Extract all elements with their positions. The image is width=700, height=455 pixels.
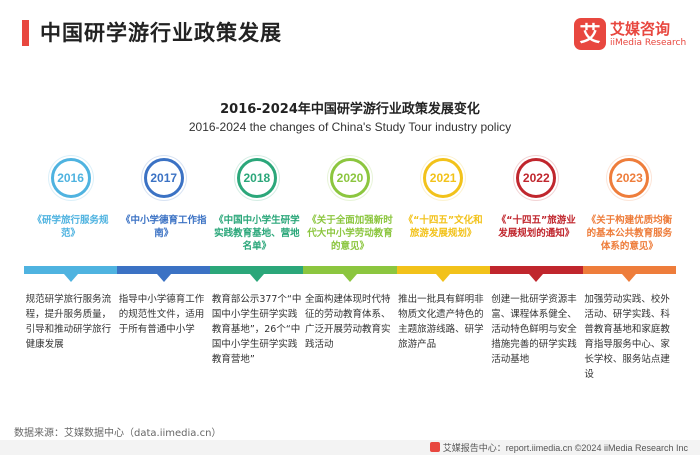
policy-name: 《“十四五”文化和旅游发展规划》 [403, 215, 483, 239]
year-circle: 2023 [607, 156, 652, 200]
year-circle: 2021 [421, 156, 466, 200]
year-label: 2023 [609, 158, 650, 198]
policy-description: 加强劳动实践、校外活动、研学实践、科普教育基地和家庭教育指导服务中心、家长学校、… [584, 294, 670, 380]
logo-name-en: iiMedia Research [610, 38, 687, 48]
timeline-pointer [249, 274, 264, 282]
timeline-segment [489, 266, 584, 274]
policy-description: 全面构建体现时代特征的劳动教育体系、广泛开展劳动教育实践活动 [305, 294, 391, 350]
year-circle: 2022 [514, 156, 559, 200]
policy-name: 《中小学德育工作指南》 [120, 215, 207, 239]
timeline-pointer [63, 274, 78, 282]
subtitle-en: 2016-2024 the changes of China's Study T… [188, 120, 512, 134]
timeline-segment [303, 266, 398, 274]
brand-logo: 艾 艾媒咨询 iiMedia Research [574, 18, 694, 54]
subtitle-cn: 2016-2024年中国研学游行业政策发展变化 [220, 102, 480, 117]
year-label: 2018 [236, 158, 277, 198]
policy-description: 推出一批具有鲜明非物质文化遗产特色的主题旅游线路、研学旅游产品 [398, 294, 484, 350]
logo-name-cn: 艾媒咨询 [610, 20, 671, 38]
page-title: 中国研学游行业政策发展 [40, 21, 282, 45]
policy-description: 规范研学旅行服务流程，提升服务质量，引导和推动研学旅行健康发展 [25, 294, 112, 350]
policy-description: 教育部公示377个“中国中小学生研学实践教育基地”，26个“中国中小学生研学实践… [211, 294, 302, 365]
year-label: 2017 [143, 158, 184, 198]
title-accent-bar [22, 20, 29, 46]
policy-name: 《中国中小学生研学实践教育基地、营地名单》 [214, 215, 300, 252]
footer-label: 艾媒报告中心：report.iimedia.cn ©2024 iiMedia R… [442, 443, 688, 453]
timeline-pointer [622, 274, 637, 282]
policy-name: 《“十四五”旅游业发展规划的通知》 [496, 215, 576, 239]
footer-text: 艾媒报告中心：report.iimedia.cn ©2024 iiMedia R… [429, 441, 688, 454]
year-circle: 2017 [141, 156, 186, 200]
timeline-pointer [156, 274, 171, 282]
timeline-pointer [436, 274, 451, 282]
year-circle: 2018 [234, 156, 279, 200]
logo-icon: 艾 [574, 18, 606, 50]
timeline-segment [582, 266, 677, 274]
year-label: 2022 [516, 158, 557, 198]
year-circle: 2020 [328, 156, 372, 200]
timeline-segment [210, 266, 304, 274]
year-label: 2016 [50, 158, 91, 198]
year-circle: 2016 [48, 156, 93, 200]
report-icon [429, 442, 440, 452]
timeline-segment [24, 266, 118, 274]
data-source: 数据来源：艾媒数据中心（data.iimedia.cn） [14, 428, 222, 439]
policy-name: 《关于构建优质均衡的基本公共教育服务体系的意见》 [586, 215, 673, 252]
policy-description: 创建一批研学资源丰富、课程体系健全、活动特色鲜明与安全措施完善的研学实践活动基地 [491, 294, 577, 365]
timeline-pointer [343, 274, 357, 282]
year-label: 2021 [423, 158, 464, 198]
policy-name: 《研学旅行服务规范》 [32, 215, 109, 239]
timeline-segment [396, 266, 491, 274]
timeline-segment [117, 266, 211, 274]
footer-bar: 艾媒报告中心：report.iimedia.cn ©2024 iiMedia R… [0, 440, 700, 455]
policy-name: 《关于全面加强新时代大中小学劳动教育的意见》 [307, 215, 393, 252]
year-label: 2020 [330, 158, 370, 198]
timeline-pointer [529, 274, 544, 282]
policy-description: 指导中小学德育工作的规范性文件，适用于所有普通中小学 [118, 294, 205, 335]
